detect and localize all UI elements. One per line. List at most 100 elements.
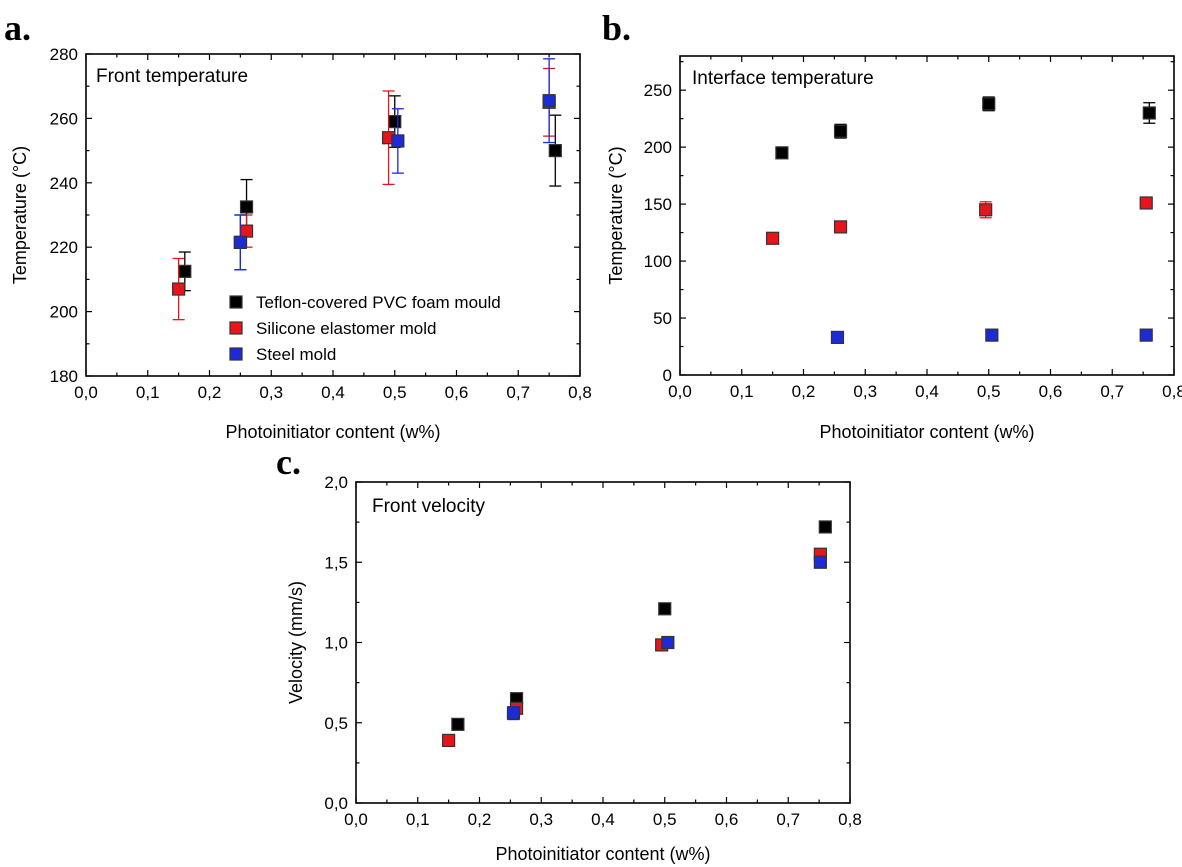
x-tick-label: 0,5 xyxy=(653,810,677,829)
chart-panel-a: a. Front temperature 0,0 0,1 0,2 0,3 0,4 0,5 0,6… xyxy=(4,8,592,442)
y-tick-label: 0 xyxy=(663,366,672,385)
legend: Teflon-covered PVC foam mould Silicone el… xyxy=(229,293,501,364)
data-point xyxy=(1139,328,1153,342)
x-tick-label: 0,1 xyxy=(406,810,430,829)
legend-swatch xyxy=(229,295,243,309)
data-point xyxy=(388,115,402,129)
x-axis-title: Photoinitiator content (w%) xyxy=(495,844,710,864)
x-tick-label: 0,8 xyxy=(568,383,592,402)
data-point xyxy=(833,124,848,138)
x-tick-label: 0,3 xyxy=(529,810,553,829)
data-point xyxy=(506,706,521,720)
panel-letter: b. xyxy=(602,8,631,48)
series-silicone-elastomer-mold xyxy=(766,196,1153,245)
series-silicone-elastomer-mold xyxy=(172,67,556,321)
x-tick-label: 0,6 xyxy=(1039,382,1063,401)
panel-letter: a. xyxy=(4,8,31,48)
data-point xyxy=(548,144,562,158)
x-tick-label: 0,6 xyxy=(445,383,469,402)
x-tick-label: 0,4 xyxy=(591,810,615,829)
chart-panel-b: b. Interface temperature 0,0 0,1 0,2 0,3 0,4 0,… xyxy=(602,8,1182,442)
legend-swatch xyxy=(229,321,243,335)
y-tick-label: 100 xyxy=(644,252,672,271)
x-tick-label: 0,7 xyxy=(1100,382,1124,401)
x-tick-label: 0,5 xyxy=(977,382,1001,401)
data-point xyxy=(442,733,456,748)
y-axis-title: Temperature (°C) xyxy=(606,146,626,284)
y-tick-label: 200 xyxy=(644,138,672,157)
y-tick-label: 2,0 xyxy=(324,473,348,492)
y-axis-title: Temperature (°C) xyxy=(10,146,30,284)
data-point xyxy=(233,235,247,249)
plot-frame xyxy=(355,481,851,804)
data-point xyxy=(979,203,993,217)
panel-letter: c. xyxy=(276,442,301,482)
chart-title: Interface temperature xyxy=(692,68,874,89)
series-steel-mold xyxy=(830,328,1153,345)
x-tick-label: 0,0 xyxy=(668,382,692,401)
data-point xyxy=(391,134,405,148)
legend-label: Steel mold xyxy=(256,345,336,364)
data-point xyxy=(775,146,789,160)
y-tick-label: 220 xyxy=(50,238,78,257)
data-point xyxy=(1139,196,1153,210)
data-point xyxy=(172,282,186,296)
data-point xyxy=(766,231,780,245)
y-tick-label: 0,5 xyxy=(324,714,348,733)
y-tick-label: 250 xyxy=(644,81,672,100)
x-tick-label: 0,0 xyxy=(344,810,368,829)
x-tick-label: 0,8 xyxy=(1162,382,1182,401)
x-tick-label: 0,3 xyxy=(259,383,283,402)
chart-panel-c: c. Front velocity 0,0 0,1 0,2 0,3 0,4 0,5 0,6 0,7… xyxy=(276,442,862,864)
x-tick-label: 0,1 xyxy=(730,382,754,401)
data-point xyxy=(239,200,254,214)
chart-title: Front velocity xyxy=(372,496,485,517)
data-point xyxy=(178,264,192,278)
x-tick-label: 0,0 xyxy=(74,383,98,402)
y-tick-label: 1,0 xyxy=(324,634,348,653)
x-axis-title: Photoinitiator content (w%) xyxy=(225,422,440,442)
data-point xyxy=(661,635,675,650)
data-point xyxy=(542,94,556,108)
x-tick-label: 0,5 xyxy=(383,383,407,402)
y-tick-label: 280 xyxy=(50,45,78,64)
y-tick-label: 180 xyxy=(50,367,78,386)
series-teflon-covered-pvc-foam-mould xyxy=(451,520,832,731)
data-point xyxy=(451,717,465,731)
x-tick-label: 0,2 xyxy=(468,810,492,829)
chart-title: Front temperature xyxy=(96,66,248,87)
y-tick-label: 260 xyxy=(50,109,78,128)
legend-swatch xyxy=(229,347,243,361)
legend-label: Silicone elastomer mold xyxy=(256,319,436,338)
plot-frame xyxy=(679,55,1175,376)
data-point xyxy=(818,520,832,534)
x-tick-label: 0,2 xyxy=(198,383,222,402)
data-point xyxy=(239,224,254,238)
data-point xyxy=(833,220,848,234)
x-tick-label: 0,4 xyxy=(915,382,939,401)
y-tick-label: 240 xyxy=(50,174,78,193)
y-tick-label: 1,5 xyxy=(324,553,348,572)
data-point xyxy=(813,555,827,569)
x-axis-title: Photoinitiator content (w%) xyxy=(819,422,1034,442)
x-tick-label: 0,7 xyxy=(506,383,530,402)
series-silicone-elastomer-mold xyxy=(442,547,827,748)
data-point xyxy=(982,97,996,111)
y-tick-label: 200 xyxy=(50,303,78,322)
x-tick-label: 0,1 xyxy=(136,383,160,402)
data-point xyxy=(985,328,999,342)
y-tick-label: 50 xyxy=(653,309,672,328)
x-tick-label: 0,6 xyxy=(715,810,739,829)
x-tick-label: 0,3 xyxy=(853,382,877,401)
series-teflon-covered-pvc-foam-mould xyxy=(178,95,562,292)
legend-label: Teflon-covered PVC foam mould xyxy=(256,293,501,312)
y-tick-label: 0,0 xyxy=(324,794,348,813)
series-steel-mold xyxy=(506,555,827,721)
series-steel-mold xyxy=(233,58,556,271)
y-tick-label: 150 xyxy=(644,195,672,214)
data-point xyxy=(830,330,845,345)
data-point xyxy=(1142,106,1156,120)
series-teflon-covered-pvc-foam-mould xyxy=(775,96,1156,160)
y-axis-title: Velocity (mm/s) xyxy=(286,581,306,704)
